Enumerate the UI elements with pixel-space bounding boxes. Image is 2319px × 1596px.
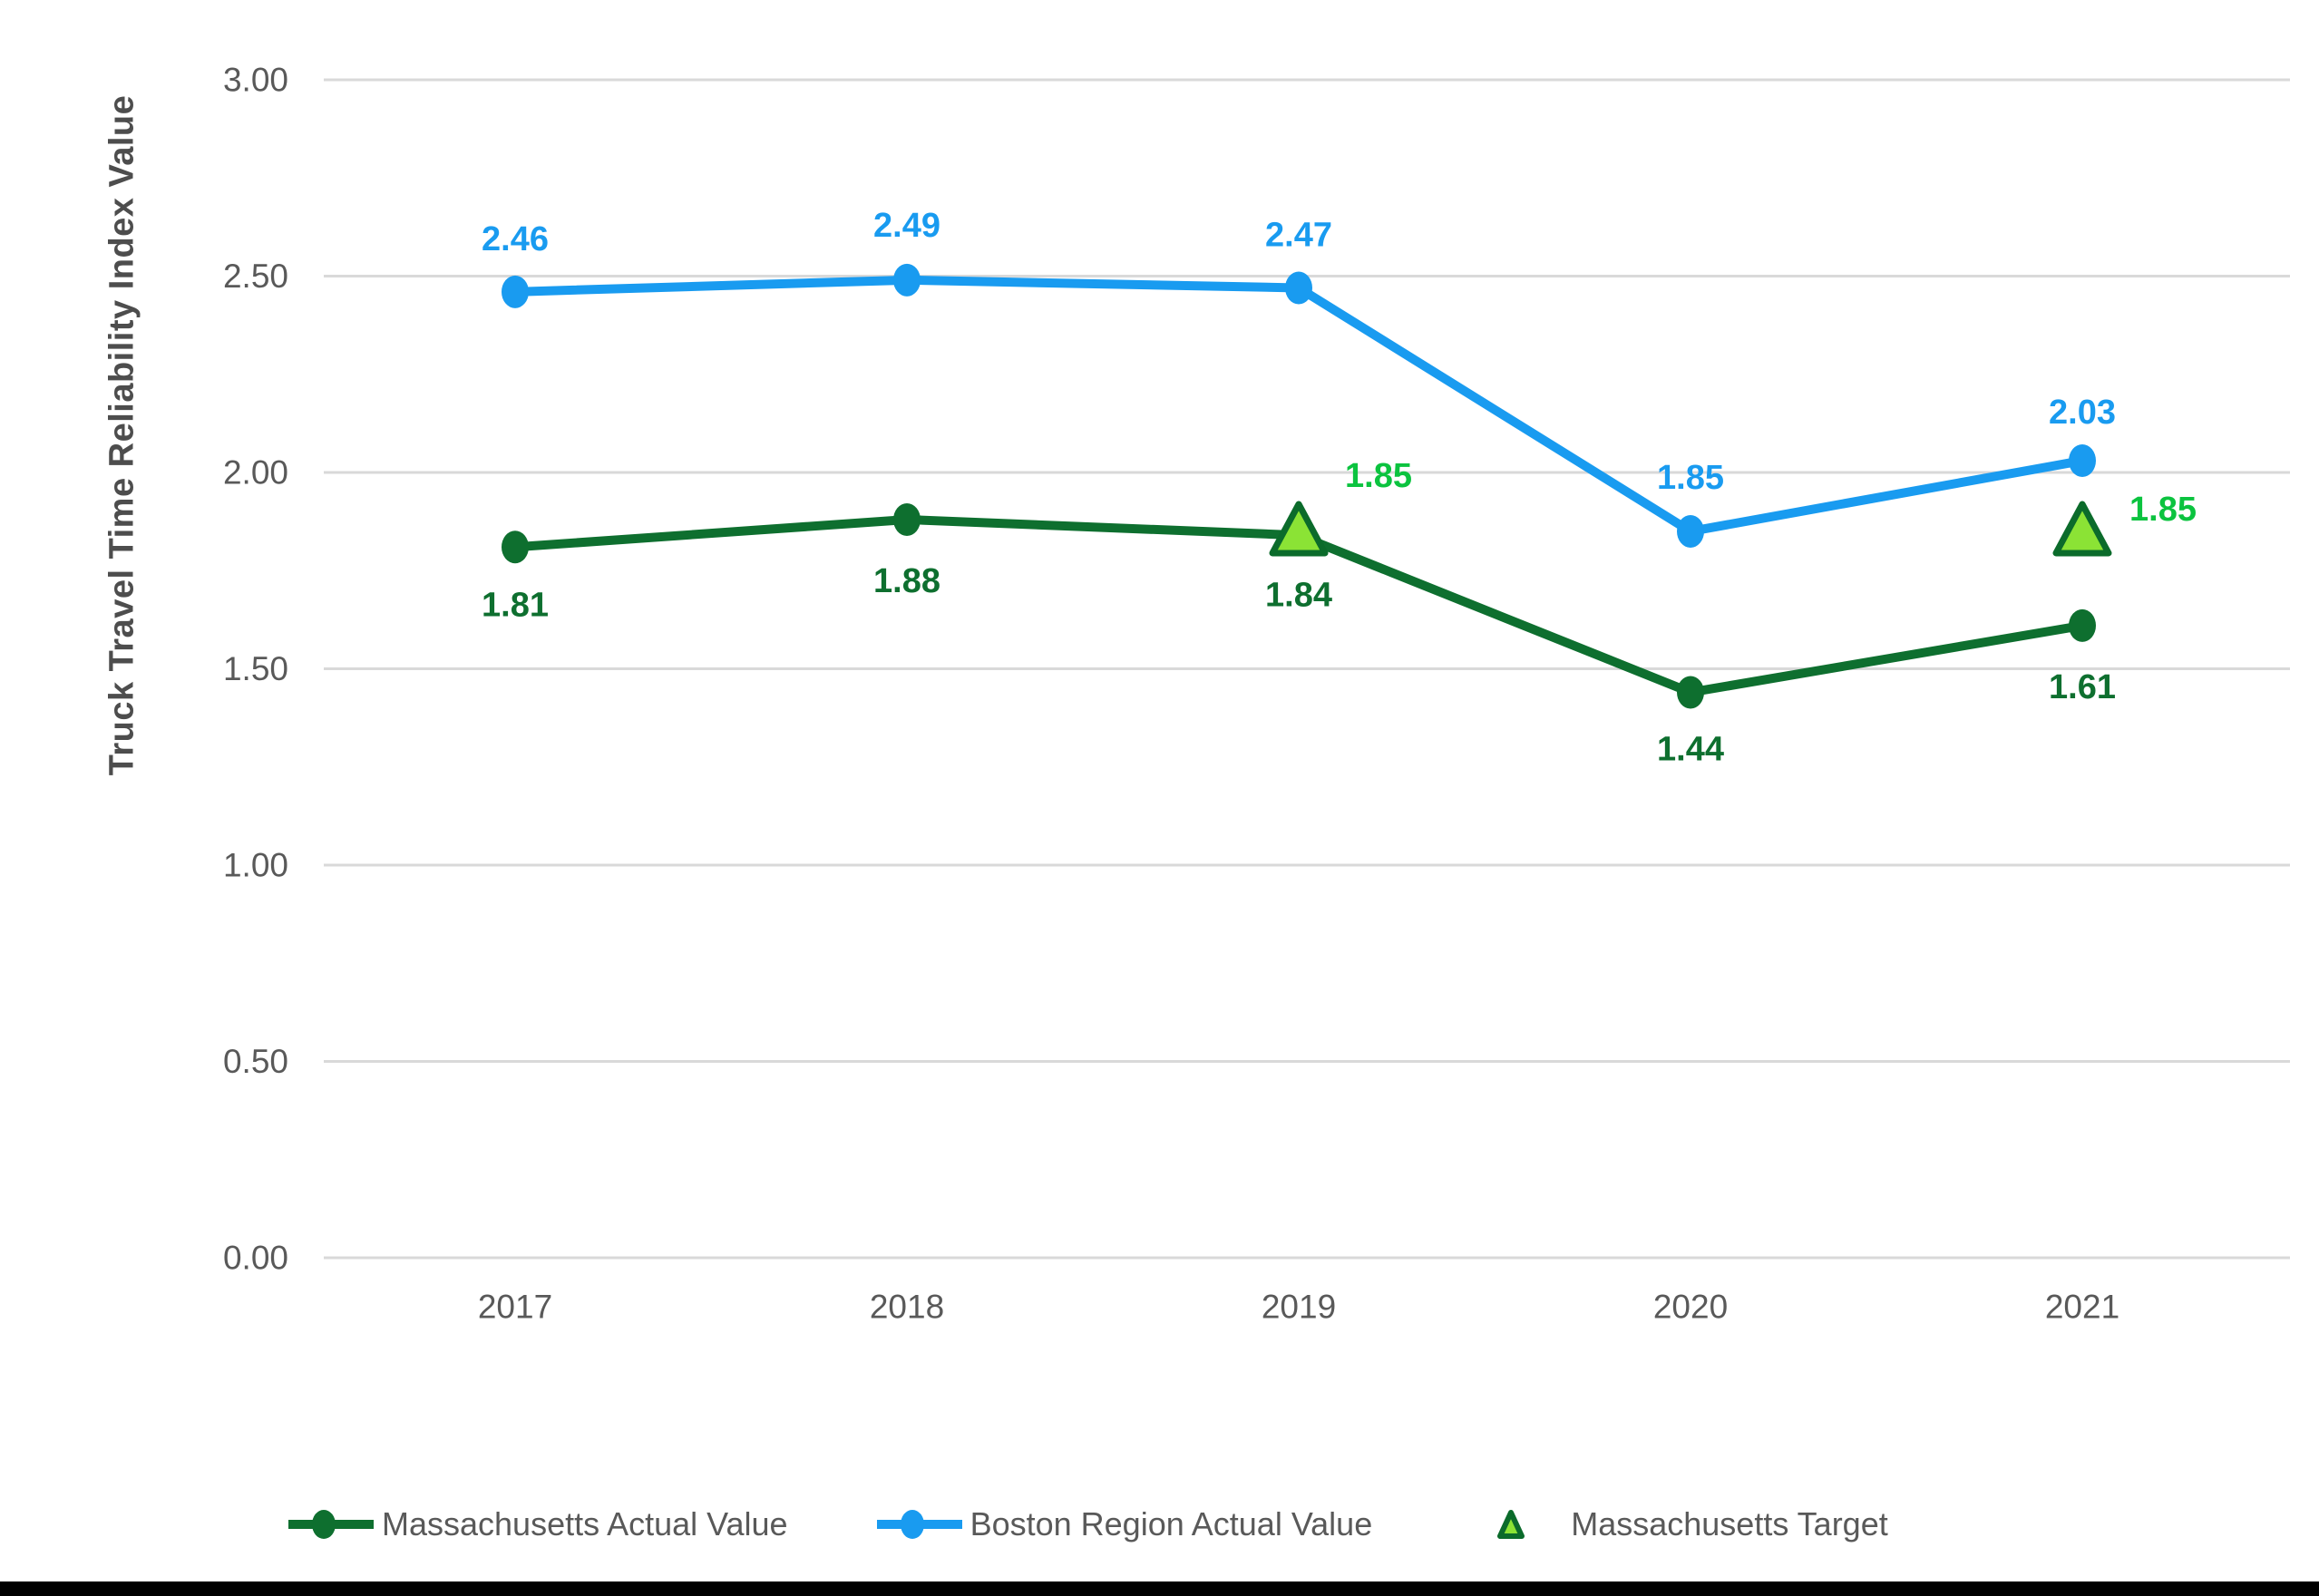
data-label: 2.03 [2049,394,2116,432]
data-label: 1.44 [1657,730,1724,768]
y-tick-label: 3.00 [223,62,288,99]
data-label: 2.47 [1265,216,1332,254]
y-tick-label: 2.00 [223,454,288,491]
triangle-marker [2052,501,2112,557]
circle-marker [2069,444,2096,478]
data-label: 1.61 [2049,668,2116,706]
x-tick-label: 2019 [1262,1289,1336,1326]
legend-item: Boston Region Actual Value [874,1505,1373,1543]
x-tick-label: 2018 [870,1289,944,1326]
triangle-marker [1269,501,1329,557]
circle-marker [1285,271,1312,305]
data-label: 1.84 [1265,576,1332,614]
data-label: 1.81 [482,586,549,624]
x-tick-label: 2020 [1653,1289,1728,1326]
circle-marker [1677,676,1704,709]
data-label: 1.88 [873,562,940,600]
legend-triangle-icon [1495,1507,1527,1542]
legend-line-dot-icon [874,1507,965,1542]
legend-line-dot-icon [286,1507,376,1542]
data-label: 2.49 [873,207,940,245]
y-tick-label: 2.50 [223,258,288,295]
data-label: 1.85 [2129,491,2197,529]
data-label: 2.46 [482,220,549,258]
x-tick-label: 2021 [2045,1289,2119,1326]
y-tick-label: 0.50 [223,1043,288,1080]
circle-marker [893,502,921,536]
bottom-border-bar [0,1581,2319,1596]
circle-marker [2069,608,2096,642]
circle-marker [502,275,529,308]
y-tick-label: 1.50 [223,650,288,687]
x-tick-label: 2017 [478,1289,552,1326]
legend-label: Boston Region Actual Value [969,1505,1373,1542]
legend-item: Massachusetts Target [1495,1505,1888,1543]
data-label: 1.85 [1345,457,1412,495]
series-line [511,275,2087,536]
legend-label: Massachusetts Actual Value [382,1505,788,1542]
circle-marker [893,263,921,297]
legend-label: Massachusetts Target [1571,1505,1888,1542]
legend-item: Massachusetts Actual Value [286,1505,788,1543]
data-label: 1.85 [1657,459,1724,497]
circle-marker [1677,514,1704,548]
chart-legend: Massachusetts Actual Value Boston Region … [286,1505,1888,1543]
circle-marker [502,530,529,564]
y-tick-label: 1.00 [223,847,288,884]
y-tick-label: 0.00 [223,1240,288,1277]
